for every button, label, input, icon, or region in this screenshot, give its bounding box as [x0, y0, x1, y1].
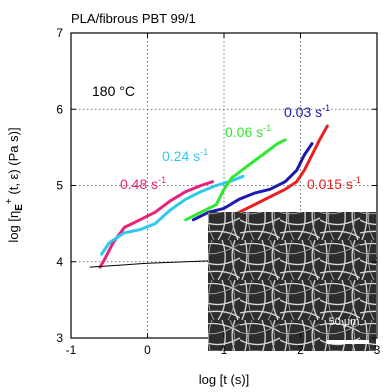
- series-label-1: 0.24 s-1: [162, 147, 208, 164]
- y-tick-label: 4: [56, 255, 63, 269]
- tick-labels: -1 0 1 2 3 3 4 5 6 7: [56, 26, 380, 357]
- x-tick-label: 3: [374, 343, 381, 357]
- y-axis-title-sup: +: [4, 198, 15, 204]
- series-label-4: 0.015 s-1: [307, 175, 361, 192]
- scale-bar: [327, 340, 369, 344]
- series-labels: 0.48 s-1 0.24 s-1 0.06 s-1 0.03 s-1 0.015 s-…: [120, 103, 361, 192]
- x-tick-label: 0: [144, 343, 151, 357]
- sem-image: [208, 212, 376, 351]
- series-line-4: [222, 124, 329, 222]
- x-tick-label: -1: [66, 343, 77, 357]
- y-axis-title-sub: E: [14, 204, 25, 211]
- series-line-1: [100, 174, 245, 256]
- series-line-0: [98, 180, 214, 269]
- series-label-3: 0.03 s-1: [284, 103, 330, 120]
- y-tick-label: 3: [56, 331, 63, 345]
- y-tick-label: 5: [56, 179, 63, 193]
- sem-inset: 50 μm: [208, 212, 376, 351]
- series-line-3: [191, 142, 314, 222]
- x-tick-label: 1: [221, 343, 228, 357]
- y-tick-label: 6: [56, 102, 63, 116]
- x-axis-title: log [t (s)]: [199, 372, 250, 387]
- tick-marks: [70, 32, 378, 339]
- series-label-0: 0.48 s-1: [120, 175, 166, 192]
- series-line-2: [184, 138, 287, 222]
- series-label-2: 0.06 s-1: [225, 123, 271, 140]
- chart-title: PLA/fibrous PBT 99/1: [71, 11, 196, 26]
- y-axis-title-pre: log [η: [6, 211, 21, 243]
- y-axis-title-post: (t, ε) (Pa s)]: [6, 127, 21, 198]
- x-tick-label: 2: [297, 343, 304, 357]
- temperature-label: 180 °C: [92, 83, 135, 99]
- y-tick-label: 7: [56, 26, 63, 40]
- scale-bar-label: 50 μm: [329, 316, 360, 328]
- y-axis-title: log [ηE+ (t, ε) (Pa s)]: [4, 127, 25, 242]
